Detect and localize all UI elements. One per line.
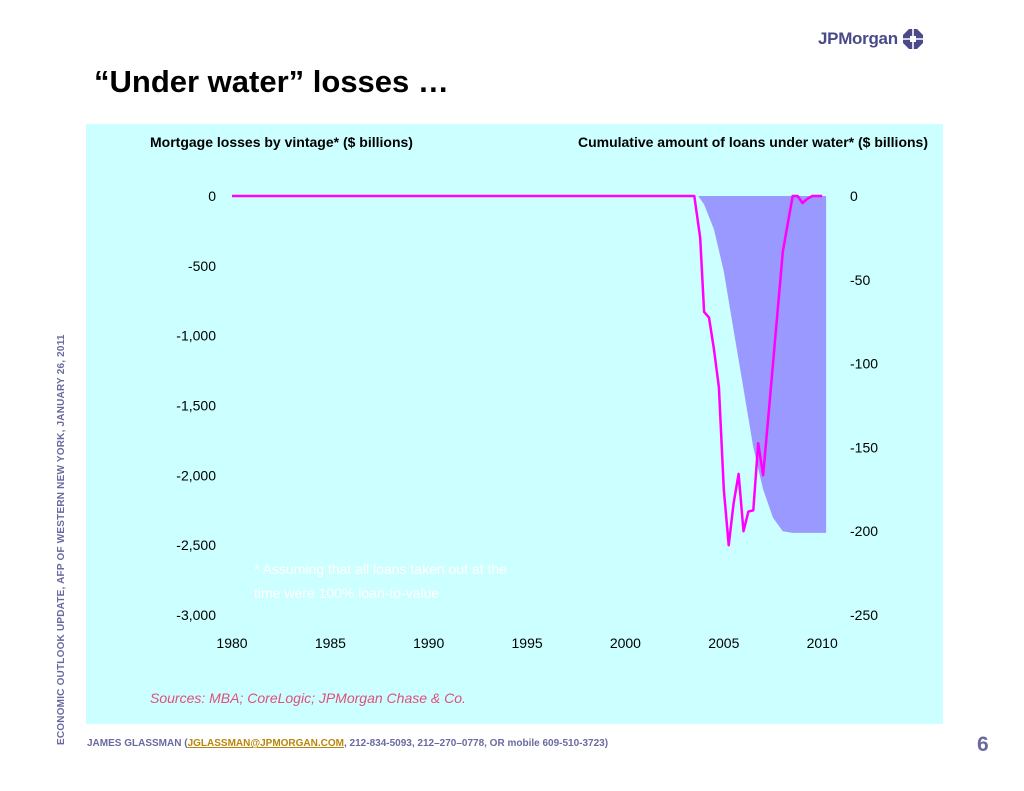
slide-title: “Under water” losses … bbox=[94, 64, 449, 99]
x-tick-label: 1995 bbox=[512, 635, 543, 651]
mortgage-losses-series bbox=[232, 194, 823, 547]
footer-suffix: , 212-834-5093, 212–270–0778, OR mobile … bbox=[344, 738, 609, 749]
mortgage-losses-line bbox=[232, 194, 823, 547]
logo-text: JPMorgan bbox=[818, 29, 898, 48]
left-tick-label: -2,500 bbox=[176, 537, 216, 553]
x-tick-label: 1980 bbox=[216, 635, 247, 651]
under-water-area-series bbox=[698, 196, 827, 533]
x-tick-label: 2000 bbox=[610, 635, 641, 651]
x-axis: 1980 1985 1990 1995 2000 2005 2010 bbox=[216, 635, 838, 651]
chart-panel: Mortgage losses by vintage* ($ billions)… bbox=[86, 124, 943, 724]
right-y-axis: 0 -50 -100 -150 -200 -250 bbox=[850, 188, 878, 623]
footer: JAMES GLASSMAN (JGLASSMAN@JPMORGAN.COM, … bbox=[87, 738, 608, 749]
x-tick-label: 1990 bbox=[413, 635, 444, 651]
left-y-axis: 0 -500 -1,000 -1,500 -2,000 -2,500 -3,000 bbox=[176, 188, 216, 623]
right-tick-label: -200 bbox=[850, 523, 878, 539]
left-tick-label: -500 bbox=[188, 258, 216, 274]
chart: Mortgage losses by vintage* ($ billions)… bbox=[150, 134, 928, 706]
footnote-line-2: time were 100% loan-to-value bbox=[254, 585, 439, 601]
octagon-logo-icon bbox=[902, 29, 923, 49]
left-tick-label: -1,000 bbox=[176, 328, 216, 344]
side-caption: ECONOMIC OUTLOOK UPDATE, AFP OF WESTERN … bbox=[56, 334, 67, 745]
email-link[interactable]: JGLASSMAN@JPMORGAN.COM bbox=[187, 738, 344, 749]
right-tick-label: -150 bbox=[850, 439, 878, 455]
source-note: Sources: MBA; CoreLogic; JPMorgan Chase … bbox=[150, 690, 466, 706]
under-water-area bbox=[698, 196, 827, 533]
right-tick-label: -250 bbox=[850, 607, 878, 623]
page-number: 6 bbox=[977, 733, 989, 756]
right-tick-label: -100 bbox=[850, 356, 878, 372]
x-tick-label: 2010 bbox=[807, 635, 838, 651]
left-tick-label: 0 bbox=[208, 188, 216, 204]
footnote-line-1: * Assuming that all loans taken out at t… bbox=[254, 561, 507, 577]
footnote: * Assuming that all loans taken out at t… bbox=[254, 561, 511, 601]
right-axis-title: Cumulative amount of loans under water* … bbox=[578, 134, 928, 150]
right-tick-label: 0 bbox=[850, 188, 858, 204]
left-tick-label: -2,000 bbox=[176, 467, 216, 483]
left-tick-label: -3,000 bbox=[176, 607, 216, 623]
jpmorgan-logo: JPMorgan bbox=[818, 28, 924, 50]
left-tick-label: -1,500 bbox=[176, 398, 216, 414]
x-tick-label: 2005 bbox=[708, 635, 739, 651]
left-axis-title: Mortgage losses by vintage* ($ billions) bbox=[150, 134, 413, 150]
footer-prefix: JAMES GLASSMAN ( bbox=[87, 738, 188, 749]
right-tick-label: -50 bbox=[850, 272, 870, 288]
x-tick-label: 1985 bbox=[315, 635, 346, 651]
